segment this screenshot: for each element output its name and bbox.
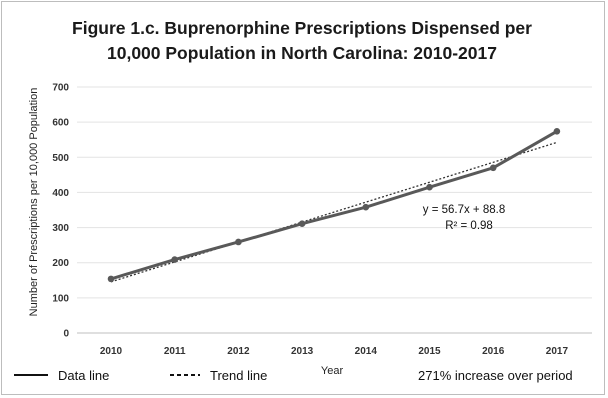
x-tick-2013: 2013 bbox=[291, 346, 314, 357]
legend-trend-line-label: Trend line bbox=[210, 368, 267, 383]
y-tick-300: 300 bbox=[52, 223, 69, 234]
trend-equation: y = 56.7x + 88.8 bbox=[423, 204, 505, 216]
data-point-2017 bbox=[554, 128, 561, 135]
x-axis-label: Year bbox=[321, 365, 344, 377]
data-point-2014 bbox=[363, 204, 370, 211]
data-point-2016 bbox=[490, 165, 497, 172]
r-squared: R² = 0.98 bbox=[445, 220, 493, 232]
y-tick-0: 0 bbox=[63, 329, 69, 340]
x-tick-2016: 2016 bbox=[482, 346, 505, 357]
x-tick-2012: 2012 bbox=[227, 346, 250, 357]
x-tick-2017: 2017 bbox=[546, 346, 569, 357]
grid-lines bbox=[77, 87, 592, 333]
data-point-2011 bbox=[171, 256, 178, 263]
y-tick-400: 400 bbox=[52, 188, 69, 199]
increase-annotation: 271% increase over period bbox=[418, 368, 573, 383]
y-tick-labels: 0 100 200 300 400 500 600 700 bbox=[52, 83, 69, 340]
x-tick-2010: 2010 bbox=[100, 346, 123, 357]
data-point-2015 bbox=[426, 184, 433, 191]
y-axis-label: Number of Prescriptions per 10,000 Popul… bbox=[28, 88, 40, 317]
y-tick-100: 100 bbox=[52, 293, 69, 304]
data-point-2013 bbox=[299, 220, 306, 227]
y-tick-200: 200 bbox=[52, 258, 69, 269]
y-tick-600: 600 bbox=[52, 118, 69, 129]
x-tick-2011: 2011 bbox=[164, 346, 186, 357]
x-tick-2015: 2015 bbox=[418, 346, 441, 357]
y-tick-500: 500 bbox=[52, 153, 69, 164]
data-point-2012 bbox=[235, 239, 242, 246]
x-tick-2014: 2014 bbox=[355, 346, 378, 357]
legend-data-line-label: Data line bbox=[58, 368, 109, 383]
x-tick-labels: 2010 2011 2012 2013 2014 2015 2016 2017 bbox=[100, 346, 569, 357]
y-tick-700: 700 bbox=[52, 83, 69, 94]
data-point-2010 bbox=[108, 276, 115, 283]
